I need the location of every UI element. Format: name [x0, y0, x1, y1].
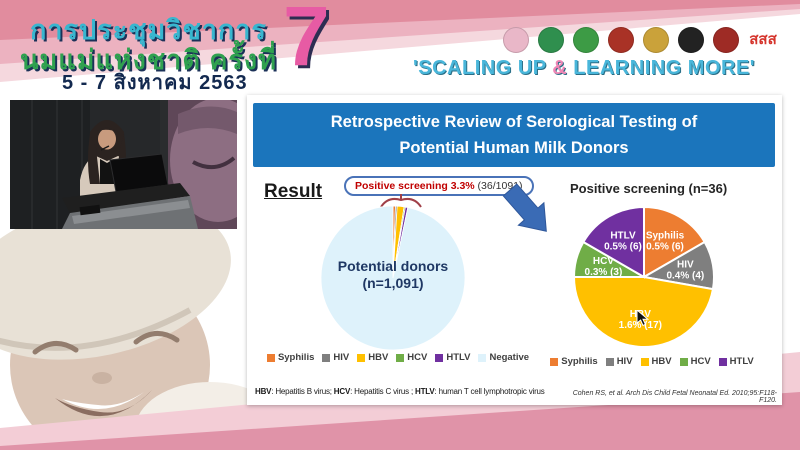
pie-slice-label-syphilis: Syphilis 0.5% (6): [646, 231, 685, 253]
legend-item-hbv: HBV: [357, 352, 388, 363]
conference-title-line2: นมแม่แห่งชาติ ครั้งที่: [20, 45, 277, 75]
legend-swatch: [266, 353, 275, 362]
slogan-close: LEARNING MORE': [567, 57, 756, 79]
legend-label: HBV: [651, 356, 672, 367]
pie-slice-label-hiv: HIV 0.4% (4): [666, 260, 704, 282]
slogan-open: 'SCALING UP: [413, 57, 553, 79]
potential-donors-pie-chart: [320, 205, 466, 351]
callout-highlight: Positive screening 3.3%: [355, 180, 475, 192]
legend-label: HCV: [407, 352, 428, 363]
thai-health-sss-logo: สสส: [749, 31, 777, 48]
legend-label: Negative: [489, 352, 530, 363]
legend-swatch: [322, 353, 331, 362]
potential-donors-label: Potential donors (n=1,091): [326, 258, 460, 292]
mouse-cursor-icon: [636, 310, 650, 327]
legend-label: HTLV: [729, 356, 754, 367]
conference-title-line1: การประชุมวิชาการ: [30, 15, 267, 45]
legend-swatch: [435, 353, 444, 362]
conference-dates: 5 - 7 สิงหาคม 2563: [62, 72, 248, 94]
slide-title-line1: Retrospective Review of Serological Test…: [330, 113, 698, 131]
legend-item-hcv: HCV: [679, 356, 711, 367]
legend-item-htlv: HTLV: [718, 356, 754, 367]
pie-slice-negative: [320, 205, 466, 351]
slogan-ampersand: &: [552, 57, 568, 79]
result-heading: Result: [264, 181, 323, 202]
legend-label: Syphilis: [561, 356, 598, 367]
footnote-term: HTLV: [415, 387, 435, 396]
footnote-term: HCV: [333, 387, 351, 396]
footnote-desc: : human T cell lymphotropic virus: [434, 387, 545, 396]
legend-item-hiv: HIV: [322, 352, 349, 363]
presenter-video: [10, 100, 237, 229]
legend-swatch: [679, 357, 688, 366]
legend-label: HBV: [368, 352, 389, 363]
legend-swatch: [396, 353, 405, 362]
legend-label: HIV: [616, 356, 633, 367]
callout-brace: [380, 194, 422, 208]
virus-abbreviation-footnote: HBV: Hepatitis B virus; HCV: Hepatitis C…: [255, 387, 555, 396]
slide-title-line2: Potential Human Milk Donors: [399, 139, 629, 157]
legend-swatch: [605, 357, 614, 366]
pie-slice-label-hcv: HCV 0.3% (3): [585, 256, 623, 278]
potential-donors-label-line1: Potential donors: [337, 258, 449, 274]
legend-swatch: [357, 353, 366, 362]
pie-slice-htlv: [582, 205, 645, 279]
public-health-ministry-logo: [573, 27, 599, 53]
legend-label: HTLV: [446, 352, 471, 363]
legend-swatch: [718, 357, 727, 366]
reference-citation: Cohen RS, et al. Arch Dis Child Fetal Ne…: [572, 390, 777, 404]
legend-swatch: [550, 357, 559, 366]
right-pie-legend: Syphilis HIV HBV HCV HTLV: [550, 356, 754, 367]
legend-item-syphilis: Syphilis: [550, 356, 598, 367]
positive-screening-callout: Positive screening 3.3% (36/1091): [344, 176, 534, 196]
legend-label: Syphilis: [277, 352, 315, 363]
pie-slice-syphilis: [643, 205, 706, 279]
footnote-term: HBV: [255, 387, 272, 396]
slide-title: Retrospective Review of Serological Test…: [253, 103, 775, 167]
legend-item-negative: Negative: [478, 352, 529, 363]
positive-screening-title: Positive screening (n=36): [570, 181, 728, 196]
university-red-gold-emblem: [608, 27, 634, 53]
legend-item-htlv: HTLV: [435, 352, 470, 363]
health-department-green-logo: [538, 27, 564, 53]
flow-arrow-icon: [502, 183, 547, 232]
royal-college-gold-emblem: [643, 27, 669, 53]
potential-donors-label-line2: (n=1,091): [362, 275, 424, 291]
pediatric-society-red-emblem: [713, 27, 739, 53]
podium: [62, 153, 198, 229]
conference-slogan: 'SCALING UP & LEARNING MORE': [413, 57, 795, 80]
legend-label: HCV: [690, 356, 711, 367]
footnote-desc: : Hepatitis C virus ;: [350, 387, 416, 396]
legend-item-hbv: HBV: [640, 356, 672, 367]
legend-item-hiv: HIV: [605, 356, 633, 367]
baby-background-image: [0, 200, 285, 450]
breastfeeding-center-logo: [503, 27, 529, 53]
left-pie-legend: Syphilis HIV HBV HCV HTLV Negative: [266, 352, 529, 363]
pie-slice-label-htlv: HTLV 0.5% (6): [604, 231, 642, 253]
footnote-desc: : Hepatitis B virus;: [271, 387, 334, 396]
legend-swatch: [478, 353, 487, 362]
medical-association-black-emblem: [678, 27, 704, 53]
legend-item-hcv: HCV: [396, 352, 427, 363]
pie-slice-hbv: [572, 276, 715, 348]
edition-number: 7: [283, 0, 330, 83]
organizer-logos: สสส: [503, 27, 778, 53]
legend-swatch: [640, 357, 649, 366]
legend-label: HIV: [333, 352, 350, 363]
legend-item-syphilis: Syphilis: [266, 352, 315, 363]
